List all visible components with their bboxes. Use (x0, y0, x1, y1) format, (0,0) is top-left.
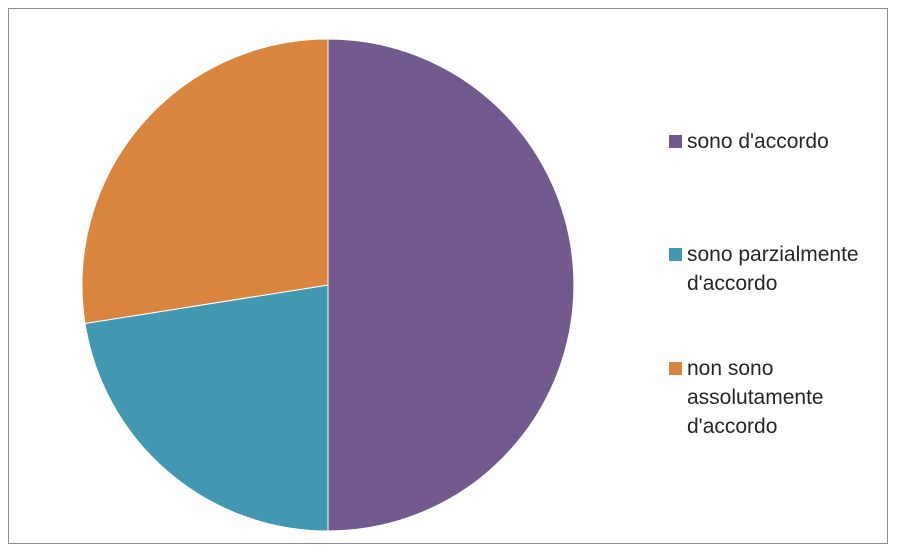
legend-swatch-sono-d-accordo (669, 135, 682, 148)
legend-label-sono-d-accordo: sono d'accordo (687, 130, 829, 153)
legend-item-non-sono-assolutamente-d-accordo: non sono assolutamente d'accordo (669, 354, 877, 441)
legend-swatch-non-sono-assolutamente-d-accordo (669, 362, 682, 375)
chart-area: sono d'accordo sono parzialmente d'accor… (8, 8, 888, 544)
legend-item-sono-parzialmente-d-accordo: sono parzialmente d'accordo (669, 240, 877, 298)
pie-slice-1 (84, 284, 329, 532)
pie-slice-2 (81, 38, 329, 325)
pie-slice-0 (327, 38, 575, 532)
legend-swatch-sono-parzialmente-d-accordo (669, 248, 682, 261)
pie-chart (81, 38, 575, 532)
legend-label-sono-parzialmente-d-accordo: sono parzialmente d'accordo (687, 243, 859, 295)
legend-item-sono-d-accordo: sono d'accordo (669, 127, 877, 156)
legend-label-non-sono-assolutamente-d-accordo: non sono assolutamente d'accordo (687, 357, 824, 438)
